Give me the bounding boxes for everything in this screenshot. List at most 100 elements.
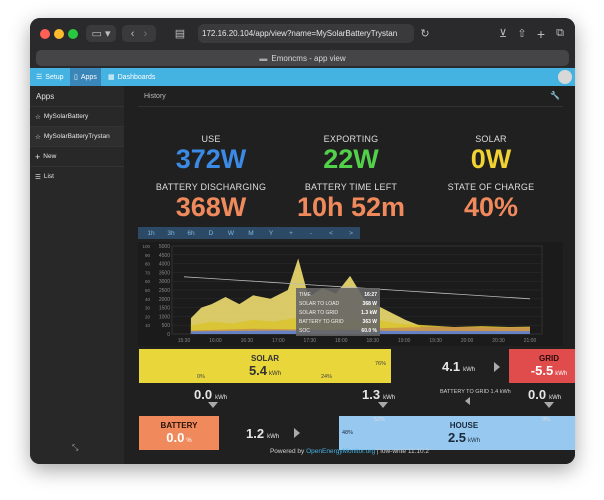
grid-box: GRID -5.5 kWh	[509, 349, 575, 383]
close-window-icon[interactable]	[40, 29, 50, 39]
range-button-9[interactable]: <	[329, 229, 333, 237]
sidebar-item-mysolarbattery[interactable]: ☆ MySolarBattery	[30, 106, 124, 126]
house-box-unit: kWh	[468, 438, 481, 444]
url-text[interactable]: 172.16.20.104/app/view?name=MySolarBatte…	[202, 29, 398, 38]
range-button-2[interactable]: 6h	[187, 229, 195, 237]
battery-to-grid-unit: kWh	[499, 389, 511, 395]
star-icon: ☆	[35, 113, 41, 121]
range-button-10[interactable]: >	[349, 229, 353, 237]
sidebar-header: Apps	[36, 92, 55, 101]
chart-tooltip	[296, 288, 380, 336]
y-tick-right-4: 50	[145, 288, 151, 293]
sidebar-toggle-icon[interactable]: ▭ ▾	[86, 25, 116, 42]
nav-setup[interactable]: ☰ Setup	[32, 68, 68, 86]
tooltip-value-4: 60.0 %	[361, 328, 377, 334]
app-navbar: ☰ Setup ▯ Apps ▦ Dashboards	[30, 68, 575, 86]
grid-box-number: -5.5	[530, 363, 554, 378]
solar-pct-mid: 24%	[321, 374, 333, 380]
arrow-down-icon	[544, 402, 554, 408]
browser-tab[interactable]: ▬ Emoncms - app view	[36, 50, 569, 66]
nav-apps[interactable]: ▯ Apps	[70, 68, 101, 86]
solar-pct-left: 0%	[197, 374, 205, 380]
battery-discharging-label: BATTERY DISCHARGING	[155, 182, 267, 192]
divider	[138, 106, 563, 107]
solar-to-house-number: 1.3	[362, 387, 381, 402]
solar-to-house-value: 1.3 kWh	[362, 387, 395, 402]
battery-to-grid-text: BATTERY TO GRID	[440, 389, 490, 395]
x-tick-0: 15:30	[178, 338, 191, 344]
history-title[interactable]: History	[144, 93, 166, 100]
battery-box-value: 0.0%	[166, 430, 191, 445]
x-tick-8: 19:30	[429, 338, 442, 344]
forward-icon[interactable]: ›	[143, 27, 148, 40]
battery-time-left-value: 10h 52m	[296, 192, 406, 222]
star-icon: ☆	[35, 133, 41, 141]
solar-to-grid-number: 4.1	[442, 359, 461, 374]
sidebar-item-label: MySolarBatteryTrystan	[43, 133, 110, 140]
y-tick-left-0: 0	[167, 332, 170, 338]
house-pct-top-right: 0%	[542, 417, 550, 423]
nav-dashboards[interactable]: ▦ Dashboards	[104, 68, 159, 86]
minimize-window-icon[interactable]	[54, 29, 64, 39]
collapse-sidebar-icon[interactable]: ⤡	[72, 443, 79, 452]
sidebar-item-list[interactable]: ☰ List	[30, 166, 124, 186]
phone-icon: ▯	[74, 74, 78, 81]
use-label: USE	[201, 134, 221, 144]
battery-to-house-number: 1.2	[246, 426, 265, 441]
arrow-right-icon	[494, 362, 500, 372]
footer: Powered by OpenEnergyMonitor.org | low-w…	[124, 448, 575, 455]
sidebar-item-mysolarbatterytrystan[interactable]: ☆ MySolarBatteryTrystan	[30, 126, 124, 146]
range-button-8[interactable]: -	[309, 229, 313, 237]
back-icon[interactable]: ‹	[130, 27, 135, 40]
range-button-1[interactable]: 3h	[167, 229, 175, 237]
grid-to-house-value: 0.0 kWh	[528, 387, 561, 402]
tooltip-label-4: SOC	[299, 328, 310, 334]
y-tick-left-1: 500	[162, 323, 171, 329]
maximize-window-icon[interactable]	[68, 29, 78, 39]
range-button-3[interactable]: D	[208, 229, 214, 237]
grid-to-battery-value: 0.0 kWh	[194, 387, 227, 402]
tab-bar: ▬ Emoncms - app view	[30, 48, 575, 68]
grid-to-battery-number: 0.0	[194, 387, 213, 402]
download-icon[interactable]: ⊻	[498, 28, 508, 40]
range-button-7[interactable]: +	[289, 229, 293, 237]
back-forward-buttons[interactable]: ‹ ›	[122, 25, 156, 42]
wrench-icon[interactable]: 🔧	[550, 91, 560, 100]
x-tick-9: 20:00	[461, 338, 474, 344]
soc-line	[183, 276, 531, 300]
range-button-4[interactable]: W	[227, 229, 235, 237]
y-tick-right-6: 70	[145, 270, 151, 275]
new-tab-icon[interactable]: +	[536, 25, 546, 42]
range-button-5[interactable]: M	[248, 229, 254, 237]
range-button-0[interactable]: 1h	[147, 229, 155, 237]
history-chart[interactable]: 0 500 1000 1500 2000 2500 3000 3500 4000 4500 5000…	[138, 242, 563, 346]
arrow-left-icon	[465, 397, 470, 405]
y-tick-right-0: 10	[145, 323, 151, 328]
grid-box-value: -5.5 kWh	[531, 363, 567, 378]
range-button-6[interactable]: Y	[268, 229, 274, 237]
reload-icon[interactable]: ↻	[420, 28, 430, 40]
solar-box-value: 5.4 kWh	[249, 363, 281, 378]
page-icon: ▤	[174, 28, 186, 40]
exporting-label: EXPORTING	[323, 134, 379, 144]
share-icon[interactable]: ⇧	[517, 28, 527, 40]
state-of-charge-value: 40%	[463, 192, 519, 222]
arrow-down-icon	[378, 402, 388, 408]
time-range-toolbar: 1h 3h 6h D W M Y + - < >	[138, 227, 360, 239]
menu-icon: ☰	[36, 74, 43, 81]
solar-label: SOLAR	[475, 134, 507, 144]
sidebar-item-label: New	[43, 153, 57, 160]
y-tick-right-3: 40	[145, 297, 151, 302]
sidebar-item-new[interactable]: + New	[30, 146, 124, 166]
y-tick-right-7: 80	[145, 262, 151, 267]
address-bar[interactable]: 172.16.20.104/app/view?name=MySolarBatte…	[198, 24, 414, 43]
footer-link[interactable]: OpenEnergyMonitor.org	[306, 448, 376, 455]
user-avatar-icon[interactable]	[558, 70, 572, 84]
y-tick-left-2: 1000	[159, 314, 170, 320]
footer-suffix: | low-write 11.10.2	[376, 448, 430, 455]
y-tick-right-8: 90	[145, 253, 151, 258]
tab-overview-icon[interactable]: ⧉	[556, 27, 564, 39]
y-tick-right-2: 30	[145, 306, 151, 311]
house-pct-left: 48%	[342, 430, 354, 436]
y-tick-left-5: 2500	[159, 288, 170, 294]
